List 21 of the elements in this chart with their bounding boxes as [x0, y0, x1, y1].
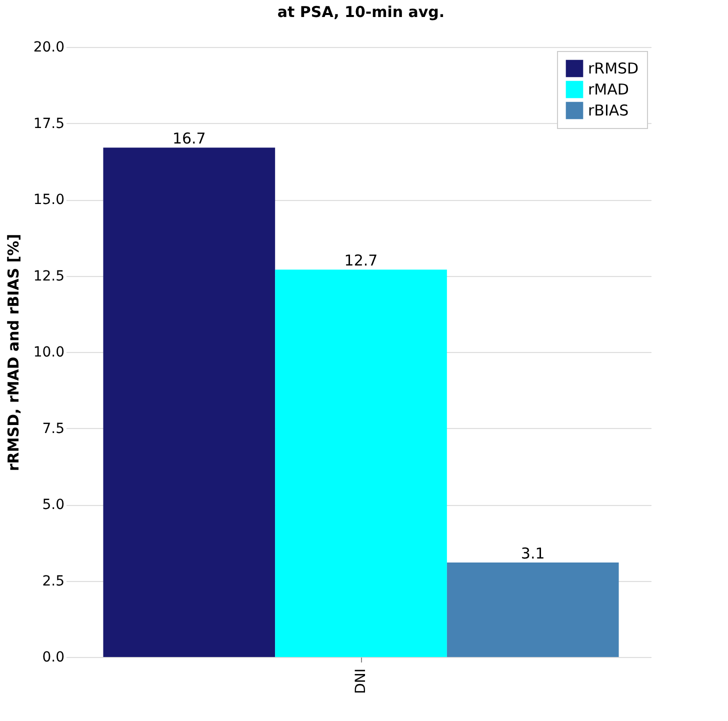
data-label: 3.1	[520, 544, 545, 562]
y-tick-label: 0.0	[42, 650, 64, 666]
y-tick-label: 10.0	[33, 344, 64, 360]
y-tick-label: 17.5	[33, 116, 64, 132]
y-tick-label: 5.0	[42, 497, 64, 513]
bar	[275, 270, 447, 657]
data-label: 12.7	[344, 252, 378, 270]
bar	[446, 562, 619, 657]
legend-label: rMAD	[588, 80, 629, 98]
y-tick-label: 15.0	[33, 192, 64, 208]
legend-label: rRMSD	[588, 60, 639, 78]
y-tick-label: 7.5	[42, 420, 64, 437]
bar	[103, 148, 276, 657]
y-tick-label: 20.0	[33, 40, 64, 56]
chart-title: at PSA, 10-min avg.	[277, 3, 445, 21]
y-tick-label: 12.5	[33, 268, 64, 284]
data-label: 16.7	[172, 130, 206, 148]
legend-label: rBIAS	[588, 102, 629, 120]
y-tick-label: 2.5	[42, 573, 64, 590]
y-axis-title: rRMSD, rMAD and rBIAS [%]	[4, 234, 22, 472]
x-tick-label: DNI	[353, 668, 369, 694]
